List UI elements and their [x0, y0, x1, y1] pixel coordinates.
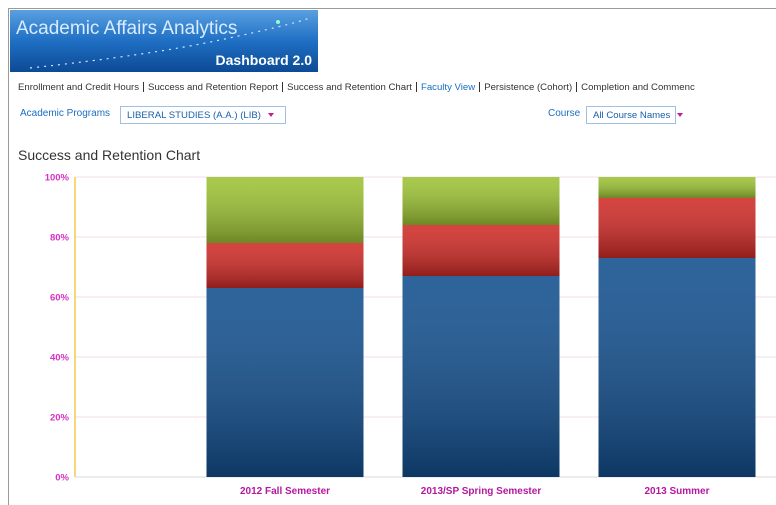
nav-separator — [282, 82, 284, 92]
x-tick-label: 2013 Summer — [644, 486, 709, 497]
y-tick-label: 0% — [55, 473, 69, 484]
nav-separator — [143, 82, 145, 92]
nav-separator — [415, 82, 417, 92]
bar-shading — [206, 243, 364, 288]
bar-shading — [402, 225, 560, 276]
y-tick-label: 20% — [50, 413, 70, 424]
x-tick-label: 2013/SP Spring Semester — [421, 486, 542, 497]
bar-shading — [402, 276, 560, 477]
banner-subtitle: Dashboard 2.0 — [216, 52, 313, 68]
banner-dot — [276, 20, 280, 24]
bar-shading — [206, 177, 364, 243]
dropdown-arrow — [677, 113, 684, 117]
bar-shading — [598, 198, 756, 258]
nav-separator — [576, 82, 578, 92]
chart-title: Success and Retention Chart — [18, 147, 201, 163]
banner: Academic Affairs Analytics Dashboard 2.0 — [10, 10, 318, 72]
nav-separator — [479, 82, 481, 92]
dropdown-value: All Course Names — [593, 109, 671, 121]
y-tick-label: 60% — [50, 293, 70, 304]
filter-label: Academic Programs — [20, 108, 111, 119]
nav-bar: Enrollment and Credit Hours Success and R… — [18, 79, 776, 95]
bar-shading — [598, 177, 756, 198]
y-tick-label: 40% — [50, 353, 70, 364]
course-dropdown[interactable]: All Course Names — [586, 106, 684, 124]
bar-shading — [402, 177, 560, 225]
bar-shading — [598, 258, 756, 477]
nav-link[interactable]: Enrollment and Credit Hours — [18, 81, 140, 93]
program-dropdown[interactable]: LIBERAL STUDIES (A.A.) (LIB) — [120, 106, 286, 124]
nav-link[interactable]: Completion and Commenc — [581, 81, 695, 93]
dropdown-arrow — [268, 113, 274, 117]
frame — [8, 8, 776, 505]
nav-link[interactable]: Faculty View — [420, 81, 476, 93]
y-tick-label: 80% — [50, 233, 70, 244]
nav-link[interactable]: Success and Retention Report — [148, 81, 279, 93]
y-tick-label: 100% — [45, 173, 70, 184]
banner-bg — [10, 10, 318, 72]
banner-title: Academic Affairs Analytics — [16, 18, 237, 39]
x-tick-label: 2012 Fall Semester — [240, 486, 330, 497]
chart: 0% 20% 40% 60% 80% 100% 2012 Fall Semester 2013… — [45, 173, 776, 497]
dropdown-value: LIBERAL STUDIES (A.A.) (LIB) — [127, 109, 261, 121]
bar-shading — [206, 288, 364, 477]
nav-link[interactable]: Persistence (Cohort) — [484, 81, 573, 93]
nav-link[interactable]: Success and Retention Chart — [287, 81, 412, 93]
filter-label: Course — [548, 108, 581, 119]
